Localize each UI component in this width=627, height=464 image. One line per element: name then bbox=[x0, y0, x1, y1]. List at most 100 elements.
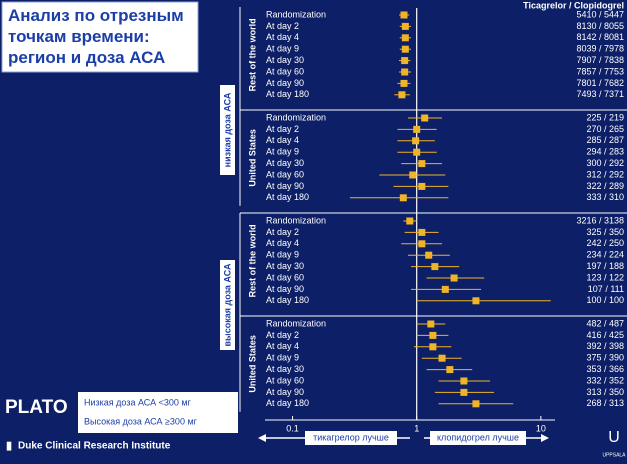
count-label: 107 / 111 bbox=[588, 284, 624, 294]
point bbox=[450, 274, 458, 282]
left-label: тикагрелор лучше bbox=[313, 432, 389, 442]
label-box bbox=[305, 431, 397, 445]
row-label: At day 60 bbox=[266, 375, 304, 385]
count-label: 353 / 366 bbox=[586, 364, 624, 374]
count-label: 100 / 100 bbox=[586, 295, 624, 305]
x-tick-label: 10 bbox=[536, 423, 546, 433]
count-label: 8039 / 7978 bbox=[576, 44, 624, 54]
count-label: 285 / 287 bbox=[586, 135, 624, 145]
point bbox=[418, 240, 426, 248]
row-label: At day 4 bbox=[266, 32, 299, 42]
point bbox=[472, 400, 480, 408]
chart-title: Анализ по отрезным точкам времени: регион … bbox=[8, 6, 184, 67]
row-label: At day 9 bbox=[266, 44, 299, 54]
university: UPPSALA bbox=[602, 452, 626, 458]
arrow-head bbox=[541, 434, 549, 442]
point bbox=[401, 45, 409, 53]
section-label: низкая доза АСА bbox=[222, 92, 232, 167]
point bbox=[460, 388, 468, 396]
point bbox=[413, 125, 421, 133]
count-label: 7493 / 7371 bbox=[576, 89, 624, 99]
point bbox=[413, 148, 421, 156]
row-label: At day 90 bbox=[266, 387, 304, 397]
row-label: At day 9 bbox=[266, 250, 299, 260]
count-label: 416 / 425 bbox=[586, 330, 624, 340]
point bbox=[429, 331, 437, 339]
row-label: At day 2 bbox=[266, 227, 299, 237]
group-label: United States bbox=[247, 129, 257, 187]
count-label: 234 / 224 bbox=[586, 250, 624, 260]
row-label: At day 30 bbox=[266, 261, 304, 271]
count-label: 8130 / 8055 bbox=[576, 21, 624, 31]
point bbox=[400, 79, 408, 87]
count-label: 197 / 188 bbox=[586, 261, 624, 271]
row-label: At day 180 bbox=[266, 89, 309, 99]
row-label: At day 2 bbox=[266, 124, 299, 134]
row-label: At day 60 bbox=[266, 272, 304, 282]
point bbox=[431, 263, 439, 271]
row-label: At day 30 bbox=[266, 55, 304, 65]
point bbox=[429, 343, 437, 351]
count-label: 333 / 310 bbox=[586, 192, 624, 202]
count-label: 392 / 398 bbox=[586, 341, 624, 351]
count-label: 7801 / 7682 bbox=[576, 78, 624, 88]
row-label: Randomization bbox=[266, 215, 326, 225]
group-label: United States bbox=[247, 335, 257, 393]
right-label: клопидогрел лучше bbox=[437, 432, 519, 442]
column-header: Ticagrelor / Clopidogrel bbox=[523, 0, 624, 10]
count-label: 313 / 350 bbox=[586, 387, 624, 397]
row-label: At day 90 bbox=[266, 284, 304, 294]
row-label: Randomization bbox=[266, 318, 326, 328]
point bbox=[401, 22, 409, 30]
group-label: Rest of the world bbox=[247, 224, 257, 297]
point bbox=[401, 34, 409, 42]
point bbox=[472, 297, 480, 305]
legend-entry: Низкая доза АСА <300 мг bbox=[84, 397, 192, 407]
count-label: 123 / 122 bbox=[586, 272, 624, 282]
row-label: At day 90 bbox=[266, 181, 304, 191]
point bbox=[441, 285, 449, 293]
logo: PLATO bbox=[5, 397, 68, 418]
section-box bbox=[220, 85, 235, 175]
count-label: 242 / 250 bbox=[586, 238, 624, 248]
row-label: At day 2 bbox=[266, 330, 299, 340]
row-label: At day 30 bbox=[266, 364, 304, 374]
institution-icon: ▮ bbox=[6, 440, 12, 452]
institution: Duke Clinical Research Institute bbox=[18, 441, 171, 452]
arrow-head bbox=[258, 434, 266, 442]
row-label: Randomization bbox=[266, 112, 326, 122]
row-label: At day 180 bbox=[266, 295, 309, 305]
count-label: 325 / 350 bbox=[586, 227, 624, 237]
count-label: 7907 / 7838 bbox=[576, 55, 624, 65]
count-label: 3216 / 3138 bbox=[576, 215, 624, 225]
point bbox=[398, 91, 406, 99]
row-label: At day 30 bbox=[266, 158, 304, 168]
point bbox=[401, 68, 409, 76]
count-label: 300 / 292 bbox=[586, 158, 624, 168]
legend-box bbox=[78, 392, 238, 433]
row-label: At day 4 bbox=[266, 238, 299, 248]
point bbox=[406, 217, 414, 225]
point bbox=[400, 11, 408, 19]
count-label: 5410 / 5447 bbox=[576, 9, 624, 19]
row-label: At day 2 bbox=[266, 21, 299, 31]
row-label: At day 9 bbox=[266, 147, 299, 157]
count-label: 225 / 219 bbox=[586, 112, 624, 122]
count-label: 375 / 390 bbox=[586, 353, 624, 363]
point bbox=[399, 194, 407, 202]
x-tick-label: 1 bbox=[414, 423, 419, 433]
label-box bbox=[430, 431, 526, 445]
count-label: 270 / 265 bbox=[586, 124, 624, 134]
row-label: At day 60 bbox=[266, 66, 304, 76]
row-label: Randomization bbox=[266, 9, 326, 19]
section-box bbox=[220, 260, 235, 350]
point bbox=[418, 228, 426, 236]
row-label: At day 4 bbox=[266, 135, 299, 145]
row-label: At day 9 bbox=[266, 353, 299, 363]
point bbox=[427, 320, 435, 328]
row-label: At day 90 bbox=[266, 78, 304, 88]
group-label: Rest of the world bbox=[247, 18, 257, 91]
